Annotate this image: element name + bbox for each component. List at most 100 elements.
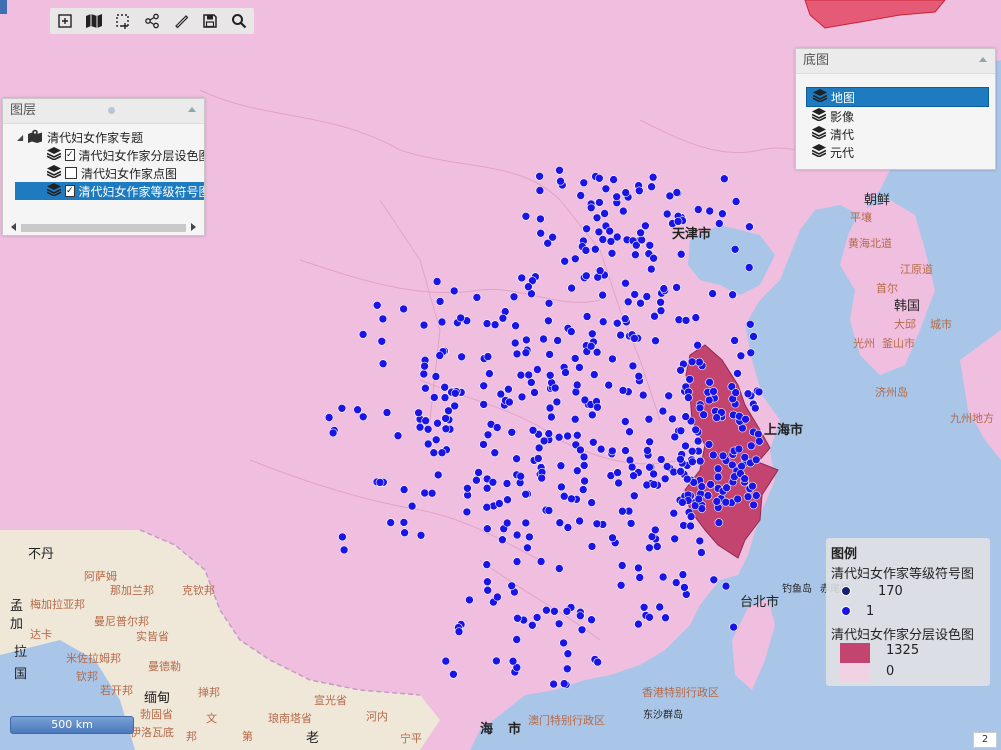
writer-symbol-dot[interactable] xyxy=(744,263,754,272)
writer-symbol-dot[interactable] xyxy=(676,249,686,259)
writer-symbol-dot[interactable] xyxy=(490,320,500,330)
writer-symbol-dot[interactable] xyxy=(617,561,627,570)
writer-symbol-dot[interactable] xyxy=(661,613,670,623)
writer-symbol-dot[interactable] xyxy=(670,534,680,544)
writer-symbol-dot[interactable] xyxy=(493,592,502,602)
writer-symbol-dot[interactable] xyxy=(741,414,750,424)
writer-symbol-dot[interactable] xyxy=(641,221,650,231)
writer-symbol-dot[interactable] xyxy=(512,635,522,644)
writer-symbol-dot[interactable] xyxy=(722,483,731,493)
writer-symbol-dot[interactable] xyxy=(441,424,451,434)
writer-symbol-dot[interactable] xyxy=(440,393,450,402)
writer-symbol-dot[interactable] xyxy=(423,424,433,434)
writer-symbol-dot[interactable] xyxy=(378,314,388,324)
writer-symbol-dot[interactable] xyxy=(695,403,705,413)
writer-symbol-dot[interactable] xyxy=(618,206,628,216)
writer-symbol-dot[interactable] xyxy=(687,357,697,367)
writer-symbol-dot[interactable] xyxy=(659,284,669,293)
writer-symbol-dot[interactable] xyxy=(691,425,701,435)
writer-symbol-dot[interactable] xyxy=(594,174,604,183)
writer-symbol-dot[interactable] xyxy=(705,377,714,387)
writer-symbol-dot[interactable] xyxy=(673,217,683,226)
writer-symbol-dot[interactable] xyxy=(664,391,674,401)
writer-symbol-dot[interactable] xyxy=(712,497,722,506)
writer-symbol-dot[interactable] xyxy=(462,507,472,517)
writer-symbol-dot[interactable] xyxy=(672,283,681,292)
writer-symbol-dot[interactable] xyxy=(525,532,534,542)
writer-symbol-dot[interactable] xyxy=(545,350,554,359)
writer-symbol-dot[interactable] xyxy=(537,473,547,483)
writer-symbol-dot[interactable] xyxy=(582,312,592,321)
writer-symbol-dot[interactable] xyxy=(559,638,568,648)
writer-symbol-dot[interactable] xyxy=(423,439,433,449)
writer-symbol-dot[interactable] xyxy=(629,471,638,481)
writer-symbol-dot[interactable] xyxy=(693,436,703,446)
writer-symbol-dot[interactable] xyxy=(512,349,522,359)
writer-symbol-dot[interactable] xyxy=(731,388,741,397)
writer-symbol-dot[interactable] xyxy=(494,499,504,508)
writer-symbol-dot[interactable] xyxy=(713,472,723,482)
writer-symbol-dot[interactable] xyxy=(662,209,672,219)
writer-symbol-dot[interactable] xyxy=(608,533,617,543)
search-icon[interactable] xyxy=(228,10,250,32)
layer-item-choropleth[interactable]: ✓ 清代妇女作家分层设色图 xyxy=(3,146,204,164)
scroll-right-icon[interactable] xyxy=(191,223,196,231)
writer-symbol-dot[interactable] xyxy=(490,448,500,458)
writer-symbol-dot[interactable] xyxy=(563,649,573,659)
writer-symbol-dot[interactable] xyxy=(512,557,522,566)
writer-symbol-dot[interactable] xyxy=(751,491,761,500)
writer-symbol-dot[interactable] xyxy=(549,679,558,689)
writer-symbol-dot[interactable] xyxy=(645,462,654,472)
writer-symbol-dot[interactable] xyxy=(536,214,545,224)
map-view-icon[interactable] xyxy=(83,10,105,32)
writer-symbol-dot[interactable] xyxy=(721,581,731,591)
writer-symbol-dot[interactable] xyxy=(749,500,758,510)
writer-symbol-dot[interactable] xyxy=(631,250,640,259)
writer-symbol-dot[interactable] xyxy=(727,382,737,391)
writer-symbol-dot[interactable] xyxy=(745,222,754,231)
writer-symbol-dot[interactable] xyxy=(535,172,544,181)
writer-symbol-dot[interactable] xyxy=(429,393,439,402)
writer-symbol-dot[interactable] xyxy=(435,297,445,306)
writer-symbol-dot[interactable] xyxy=(656,306,666,316)
writer-symbol-dot[interactable] xyxy=(665,191,675,201)
writer-symbol-dot[interactable] xyxy=(441,414,450,423)
zoom-in-icon[interactable] xyxy=(54,10,76,32)
select-area-icon[interactable] xyxy=(112,10,134,32)
writer-symbol-dot[interactable] xyxy=(523,543,532,553)
writer-symbol-dot[interactable] xyxy=(751,455,761,465)
writer-symbol-dot[interactable] xyxy=(592,519,602,529)
writer-symbol-dot[interactable] xyxy=(668,414,677,424)
writer-symbol-dot[interactable] xyxy=(606,237,616,246)
writer-symbol-dot[interactable] xyxy=(634,186,644,196)
writer-symbol-dot[interactable] xyxy=(648,172,658,182)
writer-symbol-dot[interactable] xyxy=(604,380,614,390)
writer-symbol-dot[interactable] xyxy=(612,232,622,242)
writer-symbol-dot[interactable] xyxy=(505,397,514,407)
writer-symbol-dot[interactable] xyxy=(708,450,718,460)
writer-symbol-dot[interactable] xyxy=(437,448,447,458)
writer-symbol-dot[interactable] xyxy=(592,213,602,223)
writer-symbol-dot[interactable] xyxy=(745,319,755,329)
writer-symbol-dot[interactable] xyxy=(634,371,644,381)
writer-symbol-dot[interactable] xyxy=(680,583,689,592)
basemap-panel-header[interactable]: 底图 xyxy=(796,49,995,74)
writer-symbol-dot[interactable] xyxy=(643,446,652,455)
writer-symbol-dot[interactable] xyxy=(703,491,713,500)
writer-symbol-dot[interactable] xyxy=(437,317,447,327)
writer-symbol-dot[interactable] xyxy=(358,412,368,422)
writer-symbol-dot[interactable] xyxy=(472,293,482,302)
collapse-icon[interactable] xyxy=(979,57,987,62)
writer-symbol-dot[interactable] xyxy=(337,403,347,413)
writer-symbol-dot[interactable] xyxy=(649,469,658,479)
writer-symbol-dot[interactable] xyxy=(691,313,701,322)
writer-symbol-dot[interactable] xyxy=(676,365,685,375)
writer-symbol-dot[interactable] xyxy=(570,254,580,264)
collapse-icon[interactable] xyxy=(188,107,196,112)
basemap-item-yuan[interactable]: 元代 xyxy=(796,143,995,161)
writer-symbol-dot[interactable] xyxy=(338,532,347,542)
writer-symbol-dot[interactable] xyxy=(686,512,696,521)
writer-symbol-dot[interactable] xyxy=(435,351,445,360)
writer-symbol-dot[interactable] xyxy=(528,425,538,435)
writer-symbol-dot[interactable] xyxy=(550,606,559,616)
